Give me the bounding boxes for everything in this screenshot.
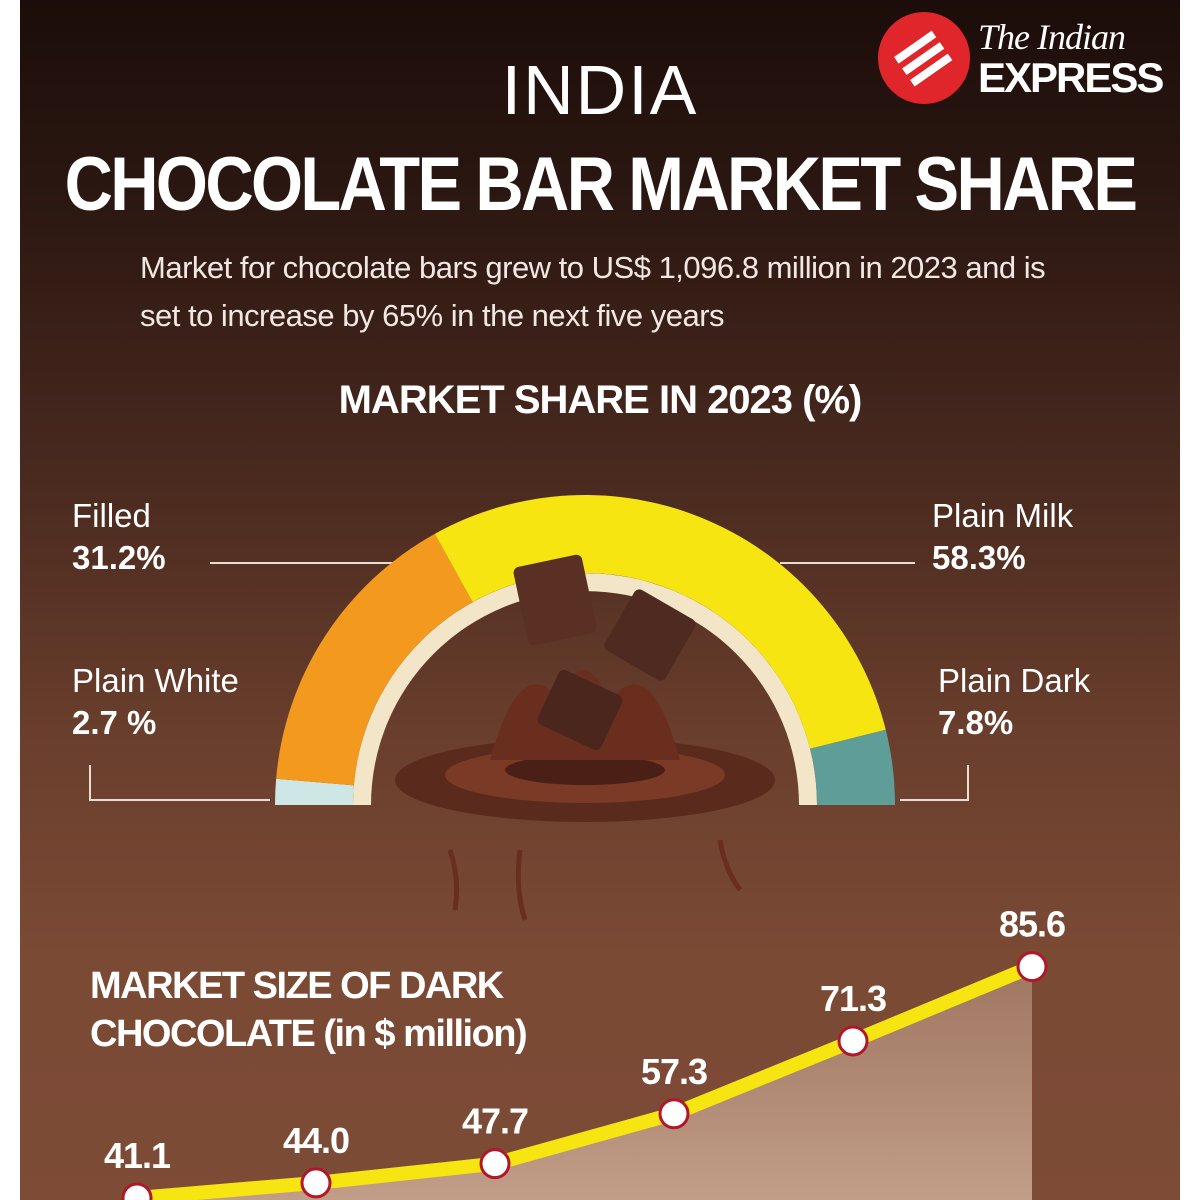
indian-express-logo: The Indian EXPRESS	[878, 12, 1164, 104]
data-point	[300, 1167, 332, 1199]
slice-name: Plain White	[72, 662, 239, 699]
slice-name: Plain Milk	[932, 497, 1074, 534]
slice-name: Plain Dark	[938, 662, 1091, 699]
dark-chocolate-line-chart: 41.1 44.0 47.7 57.3 71.3 85.6	[104, 904, 1066, 1200]
data-point	[121, 1182, 153, 1200]
gauge-slice-plain-milk	[434, 494, 886, 749]
supertitle: INDIA	[501, 51, 699, 129]
data-point	[1016, 951, 1048, 983]
data-label: 47.7	[462, 1101, 528, 1142]
leader-line-plain-white	[89, 765, 270, 801]
slice-name: Filled	[72, 497, 151, 534]
chocolate-splash-illustration	[395, 554, 775, 921]
subtitle: Market for chocolate bars grew to US$ 1,…	[140, 250, 1046, 333]
label-filled: Filled 31.2%	[72, 495, 166, 579]
infographic: The Indian EXPRESS INDIA CHOCOLATE BAR M…	[20, 0, 1180, 1200]
logo-mark-icon	[878, 12, 970, 104]
slice-value: 58.3%	[932, 539, 1026, 576]
gauge-slice-filled	[276, 533, 473, 786]
label-plain-milk: Plain Milk 58.3%	[932, 495, 1073, 579]
data-label: 85.6	[999, 904, 1065, 945]
market-share-gauge	[89, 494, 969, 921]
label-plain-white: Plain White 2.7 %	[72, 660, 239, 744]
gauge-slice-plain-dark	[810, 729, 895, 805]
data-point	[837, 1025, 869, 1057]
data-label: 41.1	[104, 1135, 171, 1176]
gauge-slice-plain-white	[275, 778, 354, 805]
leader-line-plain-dark	[900, 765, 969, 801]
slice-value: 7.8%	[938, 704, 1014, 741]
slice-value: 2.7 %	[72, 704, 157, 741]
line-area	[137, 966, 1032, 1200]
gauge-title: MARKET SHARE IN 2023 (%)	[338, 378, 863, 422]
line-chart-title: MARKET SIZE OF DARK CHOCOLATE (in $ mill…	[90, 965, 528, 1055]
data-point	[479, 1148, 511, 1180]
logo-text: The Indian	[978, 17, 1126, 57]
data-label: 44.0	[283, 1120, 349, 1161]
slice-value: 31.2%	[72, 539, 166, 576]
logo-text: EXPRESS	[978, 54, 1164, 101]
data-label: 71.3	[820, 978, 886, 1019]
data-label: 57.3	[641, 1051, 707, 1092]
page-title: CHOCOLATE BAR MARKET SHARE	[64, 142, 1138, 227]
label-plain-dark: Plain Dark 7.8%	[938, 660, 1090, 744]
data-point	[658, 1098, 690, 1130]
line-series	[136, 960, 1035, 1200]
